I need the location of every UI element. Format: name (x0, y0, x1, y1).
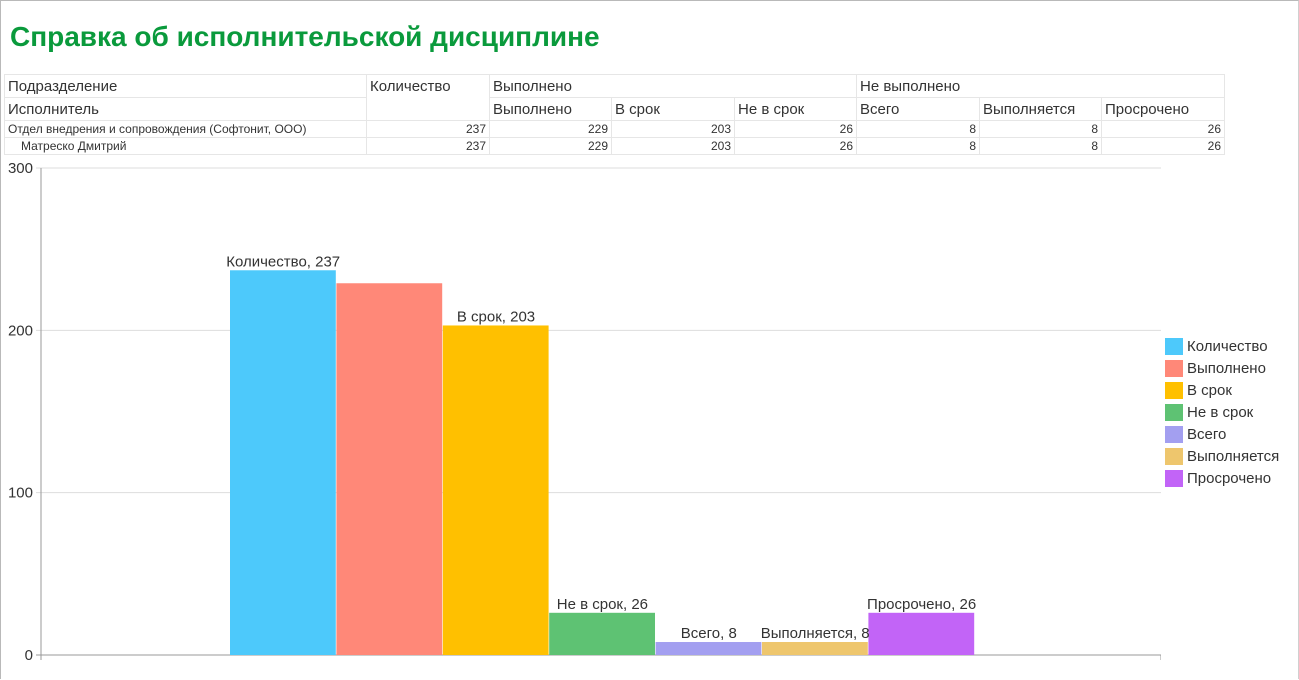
legend-item[interactable]: Просрочено (1165, 467, 1279, 489)
legend-swatch (1165, 359, 1183, 377)
chart-legend: Количество Выполнено В срок Не в срок Всего В… (1165, 335, 1279, 489)
legend-item[interactable]: В срок (1165, 379, 1279, 401)
y-tick-label: 300 (8, 160, 33, 177)
table-header-row: Подразделение Количество Выполнено Не вы… (4, 74, 1225, 121)
header-vypolnyaetsya: Выполняется (979, 97, 1102, 121)
legend-item[interactable]: Количество (1165, 335, 1279, 357)
header-ne-v-srok: Не в срок (734, 97, 857, 121)
cell-vypolnyaetsya: 8 (979, 120, 1102, 138)
cell-v-srok: 203 (611, 120, 735, 138)
header-ispolnitel: Исполнитель (4, 97, 367, 121)
header-ne-vypolneno-group: Не выполнено (856, 74, 1225, 98)
legend-label: В срок (1187, 381, 1232, 399)
legend-swatch (1165, 337, 1183, 355)
legend-label: Всего (1187, 425, 1227, 443)
cell-kolichestvo: 237 (366, 120, 490, 138)
data-label-4: Не в срок, 26 (557, 596, 648, 613)
table-row[interactable]: Отдел внедрения и сопровождения (Софтони… (4, 120, 1225, 138)
report-table: Подразделение Количество Выполнено Не вы… (4, 74, 1225, 155)
row-name[interactable]: Отдел внедрения и сопровождения (Софтони… (4, 120, 367, 138)
legend-swatch (1165, 447, 1183, 465)
bar-5 (655, 642, 762, 655)
legend-item[interactable]: Выполняется (1165, 445, 1279, 467)
cell-prosrocheno: 26 (1101, 137, 1225, 155)
legend-swatch (1165, 381, 1183, 399)
legend-item[interactable]: Выполнено (1165, 357, 1279, 379)
y-tick-label: 200 (8, 322, 33, 339)
cell-v-srok: 203 (611, 137, 735, 155)
legend-swatch (1165, 403, 1183, 421)
data-label-6: Выполняется, 8 (761, 625, 870, 642)
bar-6 (762, 642, 868, 655)
cell-kolichestvo: 237 (366, 137, 490, 155)
legend-label: Выполнено (1187, 359, 1266, 377)
cell-prosrocheno: 26 (1101, 120, 1225, 138)
legend-item[interactable]: Всего (1165, 423, 1279, 445)
header-vsego: Всего (856, 97, 980, 121)
cell-vsego: 8 (856, 137, 980, 155)
bar-7 (868, 612, 975, 655)
cell-vypolnyaetsya: 8 (979, 137, 1102, 155)
legend-swatch (1165, 425, 1183, 443)
y-tick-label: 0 (25, 647, 33, 664)
table-header-row: Исполнитель Выполнено В срок Не в срок В… (4, 97, 1225, 121)
legend-swatch (1165, 469, 1183, 487)
header-prosrocheno: Просрочено (1101, 97, 1225, 121)
legend-label: Не в срок (1187, 403, 1254, 421)
data-label-1: Количество, 237 (226, 253, 340, 270)
bar-4 (549, 612, 655, 655)
data-label-3: В срок, 203 (457, 308, 535, 325)
report-title: Справка об исполнительской дисциплине (10, 21, 600, 52)
header-v-srok: В срок (611, 97, 735, 121)
bar-2 (336, 283, 443, 655)
data-label-7: Просрочено, 26 (867, 596, 976, 613)
header-vypolneno-group: Выполнено (489, 74, 857, 98)
y-tick-label: 100 (8, 485, 33, 502)
header-podrazdelenie: Подразделение (4, 74, 367, 98)
legend-label: Выполняется (1187, 447, 1280, 465)
header-kolichestvo: Количество (366, 74, 490, 121)
cell-ne-v-srok: 26 (734, 137, 857, 155)
row-name[interactable]: Матреско Дмитрий (4, 137, 367, 155)
legend-label: Количество (1187, 337, 1268, 355)
cell-vypolneno: 229 (489, 120, 612, 138)
bar-1 (230, 270, 336, 655)
cell-ne-v-srok: 26 (734, 120, 857, 138)
cell-vsego: 8 (856, 120, 980, 138)
legend-item[interactable]: Не в срок (1165, 401, 1279, 423)
bar-3 (442, 325, 549, 655)
cell-vypolneno: 229 (489, 137, 612, 155)
legend-label: Просрочено (1187, 469, 1272, 487)
header-vypolneno: Выполнено (489, 97, 612, 121)
table-row[interactable]: Матреско Дмитрий 237 229 203 26 8 8 26 (4, 137, 1225, 155)
bar-chart: 0 100 200 300 Количество, 237 В срок, 203 Не в… (8, 160, 1161, 664)
data-label-5: Всего, 8 (681, 625, 737, 642)
